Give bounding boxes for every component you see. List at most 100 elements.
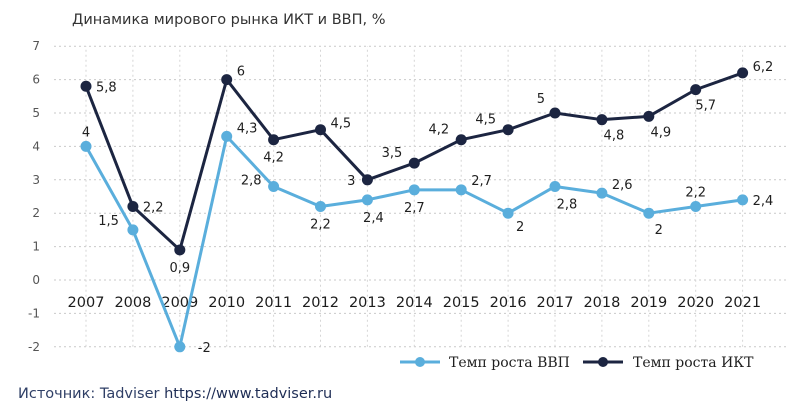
- gdp-point: [361, 194, 373, 206]
- ict-point: [268, 134, 280, 146]
- gdp-data-label: 2,4: [753, 194, 774, 209]
- ict-data-label: 4,5: [475, 113, 496, 128]
- x-tick-label: 2009: [161, 295, 198, 311]
- chart-series: [80, 67, 749, 353]
- y-axis-ticks: 7 6 5 4 3 2 1 0 -1 -2: [28, 39, 40, 354]
- x-tick-label: 2010: [208, 295, 245, 311]
- ict-point: [221, 74, 233, 86]
- gdp-point: [737, 194, 749, 206]
- x-tick-label: 2011: [255, 295, 292, 311]
- ict-point: [455, 134, 467, 146]
- ict-point: [80, 80, 92, 92]
- gdp-data-label: 4: [82, 125, 90, 140]
- ict-point: [315, 124, 326, 136]
- ict-point: [690, 84, 702, 96]
- y-tick-label: -1: [28, 306, 40, 320]
- ict-point: [596, 114, 608, 126]
- x-tick-label: 2007: [68, 295, 105, 311]
- gdp-data-label: 2,8: [241, 173, 262, 188]
- gdp-point: [174, 341, 186, 353]
- gdp-point: [221, 130, 233, 142]
- x-tick-label: 2008: [114, 295, 151, 311]
- gdp-point: [690, 201, 702, 213]
- ict-data-label: 2,2: [143, 201, 164, 216]
- legend-marker-ict: [598, 357, 608, 367]
- ict-data-label: 4,8: [604, 129, 625, 144]
- ict-point: [643, 110, 655, 122]
- x-tick-label: 2021: [724, 295, 761, 311]
- x-tick-label: 2019: [630, 295, 667, 311]
- gdp-point: [127, 224, 139, 236]
- x-tick-label: 2013: [349, 295, 386, 311]
- ict-data-label: 4,2: [429, 123, 450, 138]
- ict-data-label: 6: [237, 65, 245, 80]
- y-tick-label: 3: [32, 173, 40, 187]
- ict-data-label: 5,7: [695, 99, 716, 114]
- chart-legend: Темп роста ВВП Темп роста ИКТ: [400, 355, 754, 371]
- x-tick-label: 2018: [583, 295, 620, 311]
- ict-point: [549, 107, 561, 119]
- gdp-point: [408, 184, 420, 196]
- ict-point: [737, 67, 749, 79]
- legend-label-gdp: Темп роста ВВП: [449, 355, 570, 371]
- chart-title: Динамика мирового рынка ИКТ и ВВП, %: [72, 12, 386, 28]
- ict-point: [502, 124, 514, 136]
- ict-point: [174, 244, 186, 256]
- gdp-data-label: 2: [655, 223, 663, 238]
- gdp-point: [315, 201, 326, 213]
- gdp-point: [80, 140, 92, 152]
- gdp-point: [643, 207, 655, 219]
- gdp-point: [455, 184, 467, 196]
- ict-data-label: 0,9: [169, 261, 190, 276]
- gdp-data-label: 2,2: [685, 186, 706, 201]
- chart-data-labels: 4 1,5 -2 4,3 2,8 2,2 2,4 2,7 2,7 2 2,8 2,6 2 2,2 2,4 5,…: [82, 60, 773, 356]
- x-tick-label: 2020: [677, 295, 714, 311]
- gdp-data-label: 2,7: [404, 201, 425, 216]
- gdp-data-label: 1,5: [98, 214, 119, 229]
- ict-point: [127, 201, 139, 213]
- source-label: Источник: Tadviser: [18, 386, 160, 402]
- gdp-data-label: 4,3: [237, 121, 258, 136]
- x-tick-label: 2012: [302, 295, 339, 311]
- y-tick-label: 2: [32, 206, 40, 220]
- gdp-data-label: 2,2: [310, 218, 331, 233]
- x-tick-label: 2017: [537, 295, 574, 311]
- ict-data-label: 5: [537, 92, 545, 107]
- gdp-point: [549, 180, 561, 192]
- legend-marker-gdp: [415, 357, 425, 367]
- ict-data-label: 3,5: [382, 146, 403, 161]
- ict-data-label: 5,8: [96, 80, 117, 95]
- x-tick-label: 2015: [443, 295, 480, 311]
- y-tick-label: 7: [32, 39, 40, 53]
- ict-data-label: 6,2: [753, 60, 774, 75]
- gdp-point: [596, 187, 608, 199]
- y-tick-label: -2: [28, 340, 40, 354]
- x-axis-ticks: 2007 2008 2009 2010 2011 2012 2013 2014 2015 2016…: [68, 295, 762, 311]
- y-tick-label: 5: [32, 106, 40, 120]
- ict-point: [361, 174, 373, 186]
- ict-point: [408, 157, 420, 169]
- y-tick-label: 4: [32, 139, 40, 153]
- x-tick-label: 2016: [490, 295, 527, 311]
- ict-data-label: 3: [347, 174, 355, 189]
- source-url[interactable]: https://www.tadviser.ru: [164, 386, 333, 402]
- ict-data-label: 4,9: [650, 125, 671, 140]
- y-tick-label: 6: [32, 73, 40, 87]
- gdp-data-label: 2,6: [612, 178, 633, 193]
- gdp-data-label: 2: [516, 220, 524, 235]
- gdp-data-label: 2,7: [471, 174, 492, 189]
- gdp-data-label: -2: [198, 341, 211, 356]
- gdp-data-label: 2,8: [557, 197, 578, 212]
- legend-label-ict: Темп роста ИКТ: [633, 355, 754, 371]
- gdp-point: [502, 207, 514, 219]
- y-tick-label: 0: [32, 273, 40, 287]
- x-tick-label: 2014: [396, 295, 433, 311]
- chart-grid: [54, 45, 788, 348]
- gdp-data-label: 2,4: [363, 211, 384, 226]
- gdp-point: [268, 180, 280, 192]
- ict-data-label: 4,2: [263, 151, 284, 166]
- source-note: Источник: Tadviser https://www.tadviser.…: [18, 386, 332, 402]
- ict-data-label: 4,5: [331, 117, 352, 132]
- y-tick-label: 1: [32, 240, 40, 254]
